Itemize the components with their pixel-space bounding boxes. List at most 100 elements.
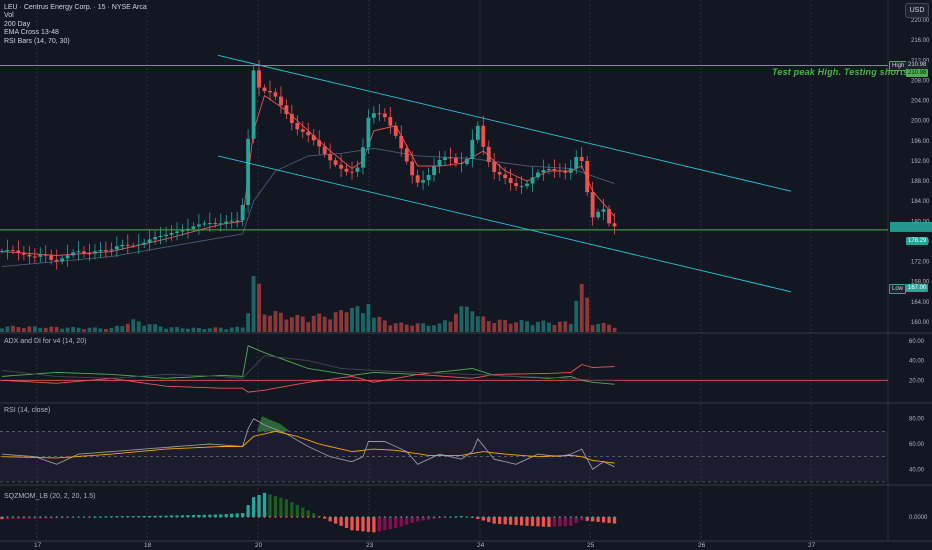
y-tick-label: 168.00 [911, 280, 930, 286]
candle-body [552, 169, 557, 171]
sqz-bar [5, 517, 10, 520]
sqz-bar [580, 517, 584, 521]
volume-bar [607, 324, 611, 332]
candle-body [65, 255, 70, 259]
volume-bar [536, 321, 540, 332]
volume-bar [169, 327, 174, 332]
sqz-dot [170, 516, 173, 518]
candle-body [339, 164, 343, 169]
volume-bar [82, 329, 86, 332]
sqz-bar [240, 513, 245, 517]
sqz-dot [575, 516, 578, 518]
candle-body [202, 223, 207, 225]
rsi-y-tick: 40.00 [909, 467, 925, 473]
sqz-dot [608, 516, 610, 518]
sqz-dot [482, 516, 485, 518]
sqz-bar [432, 517, 436, 519]
sqz-dot [553, 516, 556, 518]
candle-body [147, 239, 152, 243]
sqz-dot [115, 516, 118, 518]
y-tick-label: 188.00 [911, 179, 930, 185]
sqz-bar [591, 517, 595, 522]
candle-body [251, 70, 256, 139]
volume-bar [11, 325, 15, 332]
sqz-dot [225, 516, 228, 518]
candle-body [93, 251, 97, 254]
volume-bar [0, 328, 4, 332]
sqz-dot [433, 516, 435, 518]
candle-body [153, 237, 158, 240]
volume-bar [557, 321, 562, 332]
sqz-dot [455, 516, 457, 518]
volume-bar [415, 323, 420, 332]
rsi-y-tick: 60.00 [909, 442, 925, 448]
x-tick-label: 18 [144, 542, 152, 549]
sqz-bar [246, 505, 250, 517]
sqz-bar [273, 496, 278, 517]
sqz-bar [339, 517, 343, 526]
sqz-dot [334, 516, 337, 518]
sqz-dot [509, 516, 512, 518]
candle-body [43, 254, 48, 256]
sqz-dot [586, 516, 589, 518]
candle-body [5, 250, 10, 252]
sqz-bar [416, 517, 420, 522]
current-price-tag: 178.29 [906, 237, 929, 245]
sqz-bar [279, 497, 283, 517]
adx-series-1 [1, 364, 615, 393]
sqz-dot [356, 516, 359, 518]
candle-body [103, 250, 108, 252]
volume-bar [596, 323, 601, 332]
candle-body [317, 140, 322, 147]
candle-body [443, 157, 447, 160]
y-tick-label: 184.00 [911, 199, 930, 205]
y-tick-label: 216.00 [911, 38, 930, 44]
sqz-dot [367, 516, 370, 518]
sqz-bar [366, 517, 371, 532]
sqz-dot [597, 516, 600, 518]
low-value-tag: 167.00 [906, 284, 929, 292]
volume-bar [377, 316, 382, 332]
high-level-tag: 210.98 [906, 69, 929, 77]
volume-bar [339, 310, 343, 332]
lower-trendline [217, 155, 792, 293]
symbol-title: LEU · Centrus Energy Corp. · 15 · NYSE A… [4, 4, 147, 11]
candle-body [240, 205, 245, 221]
candle-body [213, 223, 218, 225]
candle-body [475, 125, 480, 140]
volume-bar [486, 321, 491, 332]
y-tick-label: 204.00 [911, 99, 930, 105]
volume-bar [574, 300, 579, 332]
sqz-dot [12, 516, 14, 518]
candle-body [486, 146, 491, 162]
sqz-dot [187, 516, 189, 518]
sqz-dot [504, 516, 507, 518]
volume-bar [437, 323, 442, 332]
sqz-dot [22, 516, 25, 518]
volume-bar [147, 324, 152, 332]
candle-body [246, 138, 251, 206]
volume-bar [306, 322, 311, 332]
sqz-bar [563, 517, 567, 527]
sqz-bar [257, 495, 261, 517]
volume-bar [514, 322, 519, 332]
candle-body [568, 168, 573, 173]
sqz-bar [219, 514, 223, 517]
sqz-bar [295, 504, 299, 517]
x-tick-label: 24 [477, 542, 485, 549]
volume-bar [207, 328, 212, 332]
high-label: High [889, 61, 908, 71]
volume-bar [508, 323, 513, 332]
volume-bar [257, 283, 261, 332]
currency-button[interactable]: USD [905, 3, 929, 18]
sqz-bar [585, 517, 589, 521]
volume-bar [202, 329, 207, 332]
sqz-bar [530, 517, 535, 527]
volume-bar [21, 328, 26, 332]
legend-rsi-bars: RSI Bars (14, 70, 30) [4, 37, 70, 45]
sqz-dot [241, 516, 244, 518]
rsi-y-tick: 80.00 [909, 417, 925, 423]
volume-bar [38, 327, 43, 332]
sqz-bar [224, 514, 228, 517]
